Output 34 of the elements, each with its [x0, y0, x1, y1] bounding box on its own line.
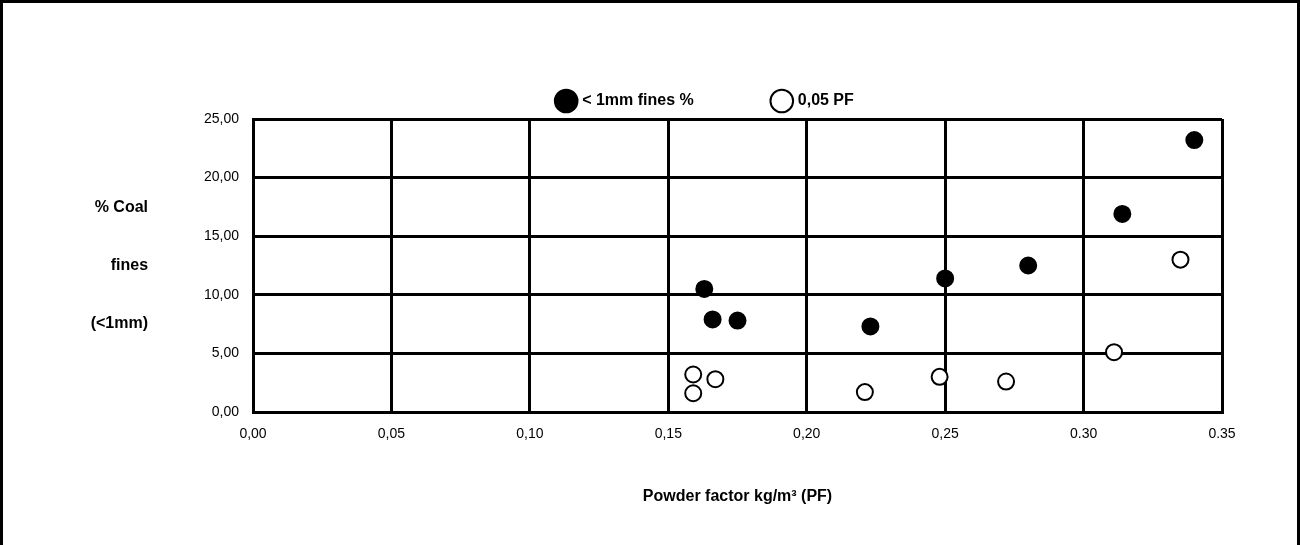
point	[997, 372, 1016, 391]
x-tick-label: 0.30	[1069, 425, 1098, 442]
point	[936, 269, 955, 288]
x-tick-label: 0,15	[654, 425, 683, 442]
point	[1113, 204, 1132, 223]
y-tick-label: 0,00	[211, 402, 240, 419]
point	[706, 370, 725, 389]
point	[684, 365, 703, 384]
x-tick-label: 0,00	[239, 425, 267, 442]
x-tick-label: 0,05	[377, 425, 406, 442]
point	[1019, 256, 1038, 275]
x-tick-label: 0,20	[793, 425, 821, 442]
legend-label: 0,05 PF	[797, 91, 855, 109]
point	[1171, 250, 1190, 269]
point	[1105, 343, 1124, 362]
y-tick-label: 5,00	[211, 344, 240, 361]
y-tick-label: 25,00	[203, 109, 240, 126]
legend-label: < 1mm fines %	[582, 91, 694, 109]
text: % Coal fines (<1mm)	[90, 197, 149, 331]
point	[861, 317, 880, 336]
point	[728, 311, 747, 330]
x-tick-label: 0.35	[1208, 425, 1236, 442]
point	[703, 310, 722, 329]
point	[930, 367, 949, 386]
y-tick-label: 15,00	[203, 227, 240, 244]
x-tick-label: 0,10	[516, 425, 544, 442]
point	[684, 384, 703, 403]
x-tick-label: 0,25	[931, 425, 959, 442]
point	[1185, 131, 1204, 150]
point	[855, 383, 874, 402]
x-axis-title: Powder factor kg/m³ (PF)	[642, 486, 833, 504]
point	[695, 279, 714, 298]
y-tick-label: 20,00	[203, 168, 240, 185]
y-tick-label: 10,00	[203, 285, 240, 302]
